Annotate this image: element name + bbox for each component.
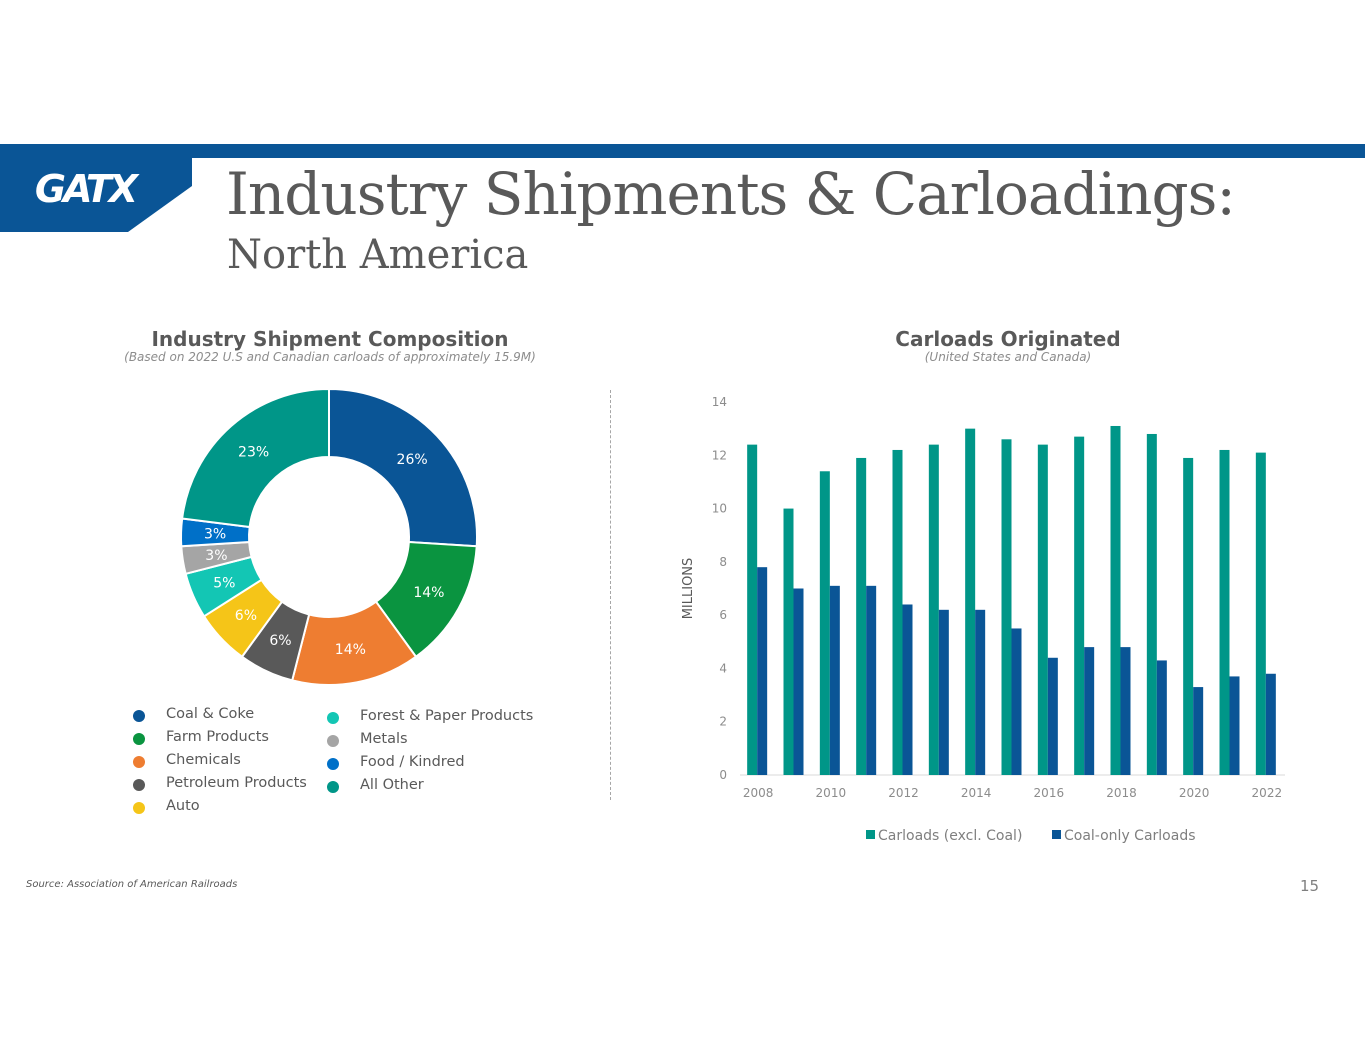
bar-carloads-excl-coal-2011 bbox=[856, 457, 867, 775]
legend-label-auto: Auto bbox=[166, 798, 200, 814]
legend-dot-coal-coke bbox=[133, 710, 145, 722]
donut-label-food-kindred: 3% bbox=[204, 526, 226, 542]
x-tick-label: 2016 bbox=[1034, 786, 1065, 800]
donut-chart: 26% 14% 14% 6% 6% 5% 3% 3% 23% bbox=[180, 387, 478, 686]
y-axis-label: MILLIONS bbox=[681, 558, 696, 620]
y-tick-label: 6 bbox=[719, 608, 727, 622]
donut-label-chemicals: 14% bbox=[335, 642, 366, 658]
bar-coal-only-carloads-2015 bbox=[1011, 628, 1022, 775]
bar-legend-label-coal-only-carloads: Coal-only Carloads bbox=[1064, 828, 1196, 844]
legend-dot-forest-paper-products bbox=[327, 712, 339, 724]
bar-legend-swatch-carloads-excl-coal bbox=[866, 830, 875, 839]
y-tick-label: 4 bbox=[719, 661, 727, 675]
donut-label-metals: 3% bbox=[205, 548, 227, 564]
bar-chart-subtitle: (United States and Canada) bbox=[924, 350, 1092, 364]
y-tick-label: 8 bbox=[719, 555, 727, 569]
bar-coal-only-carloads-2016 bbox=[1047, 657, 1058, 775]
bar-carloads-excl-coal-2016 bbox=[1037, 444, 1048, 775]
bar-chart-title: Carloads Originated bbox=[895, 327, 1121, 351]
bar-carloads-excl-coal-2013 bbox=[928, 444, 939, 775]
x-tick-label: 2014 bbox=[961, 786, 992, 800]
donut-label-coal-coke: 26% bbox=[397, 452, 428, 468]
legend-dot-petroleum-products bbox=[133, 779, 145, 791]
x-tick-label: 2018 bbox=[1106, 786, 1137, 800]
bar-coal-only-carloads-2021 bbox=[1229, 676, 1240, 775]
donut-slice-coal-coke bbox=[328, 387, 478, 548]
source-note: Source: Association of American Railroad… bbox=[26, 879, 238, 890]
bar-carloads-excl-coal-2012 bbox=[892, 449, 903, 775]
bar-coal-only-carloads-2010 bbox=[829, 585, 840, 775]
legend-dot-auto bbox=[133, 802, 145, 814]
bar-coal-only-carloads-2013 bbox=[938, 609, 949, 775]
y-tick-label: 12 bbox=[712, 448, 727, 462]
page-number: 15 bbox=[1300, 877, 1320, 895]
bar-coal-only-carloads-2020 bbox=[1193, 687, 1204, 775]
legend-label-all-other: All Other bbox=[360, 777, 424, 793]
gatx-logo: GATX bbox=[0, 144, 192, 232]
bar-coal-only-carloads-2014 bbox=[975, 609, 986, 775]
legend-label-farm-products: Farm Products bbox=[166, 729, 269, 745]
bar-carloads-excl-coal-2015 bbox=[1001, 439, 1012, 775]
bar-coal-only-carloads-2009 bbox=[793, 588, 804, 775]
donut-label-all-other: 23% bbox=[238, 444, 269, 460]
bar-legend-label-carloads-excl-coal: Carloads (excl. Coal) bbox=[878, 828, 1022, 844]
bar-coal-only-carloads-2022 bbox=[1265, 673, 1276, 775]
donut-chart-title: Industry Shipment Composition bbox=[151, 327, 509, 351]
bar-carloads-excl-coal-2022 bbox=[1255, 452, 1266, 775]
legend-dot-metals bbox=[327, 735, 339, 747]
y-tick-label: 2 bbox=[719, 715, 727, 729]
bar-carloads-excl-coal-2008 bbox=[747, 444, 758, 775]
bar-carloads-excl-coal-2019 bbox=[1146, 433, 1157, 775]
bar-coal-only-carloads-2008 bbox=[757, 567, 768, 775]
legend-dot-chemicals bbox=[133, 756, 145, 768]
legend-dot-food-kindred bbox=[327, 758, 339, 770]
bar-coal-only-carloads-2011 bbox=[866, 585, 877, 775]
y-tick-label: 14 bbox=[712, 395, 727, 409]
page-subtitle: North America bbox=[227, 232, 529, 278]
bar-coal-only-carloads-2018 bbox=[1120, 647, 1131, 775]
legend-dot-farm-products bbox=[133, 733, 145, 745]
bar-carloads-excl-coal-2021 bbox=[1219, 449, 1230, 775]
bar-carloads-excl-coal-2014 bbox=[965, 428, 976, 775]
logo-text: GATX bbox=[35, 167, 140, 211]
donut-label-forest-paper-products: 5% bbox=[213, 575, 235, 591]
donut-label-farm-products: 14% bbox=[413, 585, 444, 601]
bar-carloads-excl-coal-2017 bbox=[1074, 436, 1085, 775]
bar-coal-only-carloads-2017 bbox=[1084, 647, 1095, 775]
bar-carloads-excl-coal-2020 bbox=[1183, 457, 1194, 775]
section-divider bbox=[610, 390, 611, 800]
legend-label-petroleum-products: Petroleum Products bbox=[166, 775, 307, 791]
legend-label-coal-coke: Coal & Coke bbox=[166, 706, 255, 722]
x-tick-label: 2010 bbox=[816, 786, 847, 800]
legend-label-forest-paper-products: Forest & Paper Products bbox=[360, 708, 534, 724]
bar-coal-only-carloads-2012 bbox=[902, 604, 913, 775]
x-tick-label: 2012 bbox=[888, 786, 919, 800]
bar-legend-swatch-coal-only-carloads bbox=[1052, 830, 1061, 839]
donut-label-auto: 6% bbox=[235, 608, 257, 624]
page-title: Industry Shipments & Carloadings: bbox=[226, 160, 1236, 228]
donut-label-petroleum-products: 6% bbox=[269, 633, 291, 649]
bar-coal-only-carloads-2019 bbox=[1156, 660, 1167, 775]
x-tick-label: 2022 bbox=[1252, 786, 1283, 800]
donut-chart-subtitle: (Based on 2022 U.S and Canadian carloads… bbox=[124, 350, 536, 364]
y-tick-label: 0 bbox=[719, 768, 727, 782]
legend-dot-all-other bbox=[327, 781, 339, 793]
bar-carloads-excl-coal-2009 bbox=[783, 508, 794, 775]
x-tick-label: 2020 bbox=[1179, 786, 1210, 800]
y-tick-label: 10 bbox=[712, 502, 727, 516]
legend-label-metals: Metals bbox=[360, 731, 408, 747]
x-tick-label: 2008 bbox=[743, 786, 774, 800]
bar-chart: 0 2 4 6 8 10 12 14 MILLIONS 2008 2010 2012 2014 2016 2… bbox=[681, 395, 1285, 844]
legend-label-food-kindred: Food / Kindred bbox=[360, 754, 465, 770]
donut-slice-all-other bbox=[181, 387, 330, 529]
legend-label-chemicals: Chemicals bbox=[166, 752, 241, 768]
bar-carloads-excl-coal-2018 bbox=[1110, 425, 1121, 775]
bar-carloads-excl-coal-2010 bbox=[819, 471, 830, 775]
header-bar bbox=[0, 144, 1365, 158]
